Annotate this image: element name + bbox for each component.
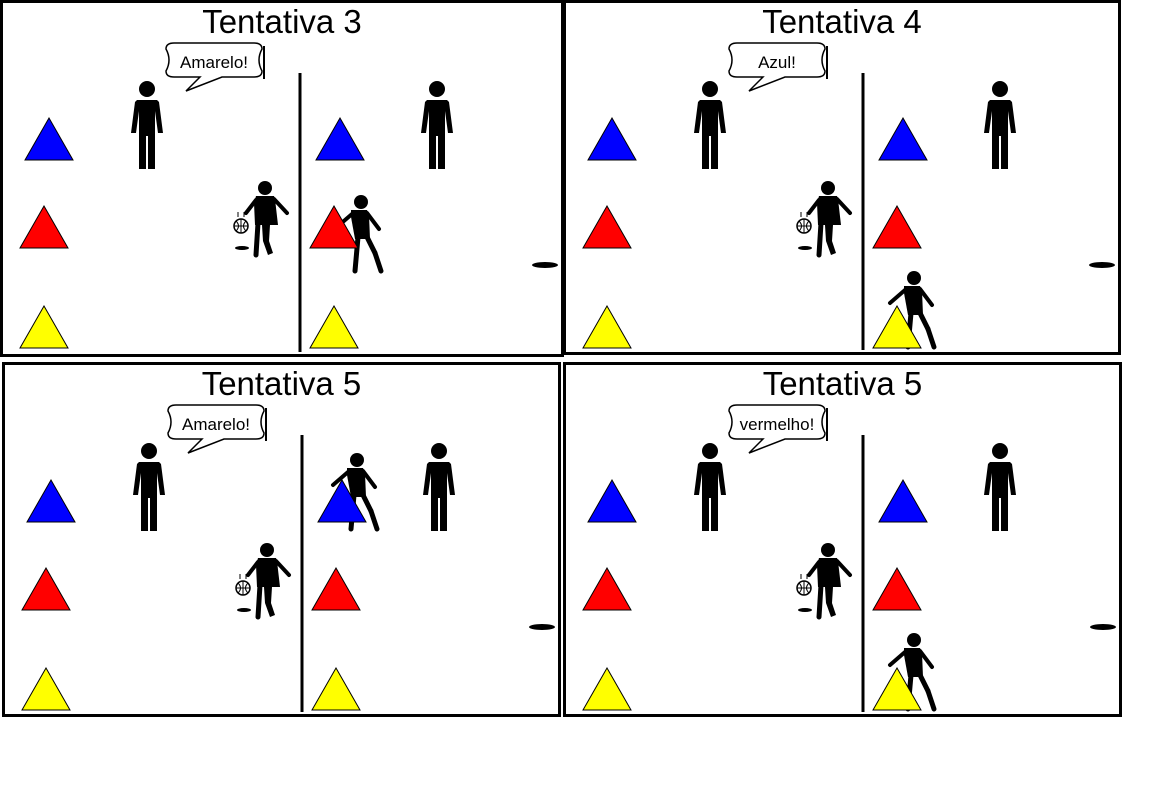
yellow-cone-icon xyxy=(872,304,922,349)
caller-person-icon xyxy=(133,443,165,531)
speech-bubble-icon xyxy=(728,404,826,454)
hole-icon xyxy=(1090,624,1116,630)
trial-panel: Tentativa 3 Amarelo! xyxy=(0,0,564,357)
speech-text: Amarelo! xyxy=(179,53,249,72)
speech-bubble-icon xyxy=(728,42,826,92)
speech-text: vermelho! xyxy=(739,415,815,434)
yellow-cone-icon xyxy=(311,666,361,711)
trial-panel: Tentativa 5 vermelho! xyxy=(563,362,1122,717)
dribbling-player-icon xyxy=(796,181,852,258)
yellow-cone-icon xyxy=(582,304,632,349)
speech-text: Amarelo! xyxy=(181,415,251,434)
caller-person-icon xyxy=(694,443,726,531)
yellow-cone-icon xyxy=(21,666,71,711)
speech-bubble-icon xyxy=(167,404,265,454)
field-scene xyxy=(19,42,558,352)
blue-cone-icon xyxy=(587,116,637,161)
hole-icon xyxy=(1089,262,1115,268)
panel-title: Tentativa 5 xyxy=(201,365,362,402)
blue-cone-icon xyxy=(317,478,367,523)
speech-text: Azul! xyxy=(758,53,796,72)
panel-title: Tentativa 3 xyxy=(202,3,362,40)
blue-cone-icon xyxy=(315,116,365,161)
panel-title: Tentativa 4 xyxy=(762,3,922,40)
blue-cone-icon xyxy=(24,116,74,161)
blue-cone-icon xyxy=(878,478,928,523)
hole-icon xyxy=(532,262,558,268)
hole-icon xyxy=(529,624,555,630)
defender-person-icon xyxy=(984,81,1016,169)
red-cone-icon xyxy=(21,566,71,611)
yellow-cone-icon xyxy=(19,304,69,349)
dribbling-player-icon xyxy=(233,181,289,258)
yellow-cone-icon xyxy=(582,666,632,711)
running-player-icon xyxy=(335,195,384,274)
yellow-cone-icon xyxy=(872,666,922,711)
field-scene xyxy=(582,42,1115,350)
yellow-cone-icon xyxy=(309,304,359,349)
field-scene xyxy=(582,404,1116,712)
blue-cone-icon xyxy=(878,116,928,161)
red-cone-icon xyxy=(582,566,632,611)
caller-person-icon xyxy=(131,81,163,169)
panel-title: Tentativa 5 xyxy=(762,365,923,402)
red-cone-icon xyxy=(19,204,69,249)
defender-person-icon xyxy=(423,443,455,531)
red-cone-icon xyxy=(872,566,922,611)
red-cone-icon xyxy=(872,204,922,249)
red-cone-icon xyxy=(311,566,361,611)
blue-cone-icon xyxy=(587,478,637,523)
dribbling-player-icon xyxy=(796,543,852,620)
dribbling-player-icon xyxy=(235,543,291,620)
defender-person-icon xyxy=(421,81,453,169)
field-scene xyxy=(21,404,555,712)
defender-person-icon xyxy=(984,443,1016,531)
speech-bubble-icon xyxy=(165,42,263,92)
caller-person-icon xyxy=(694,81,726,169)
red-cone-icon xyxy=(309,204,359,249)
trial-panel: Tentativa 4 Azul! xyxy=(563,0,1121,355)
blue-cone-icon xyxy=(26,478,76,523)
red-cone-icon xyxy=(582,204,632,249)
trial-panel: Tentativa 5 Amarelo! xyxy=(2,362,561,717)
